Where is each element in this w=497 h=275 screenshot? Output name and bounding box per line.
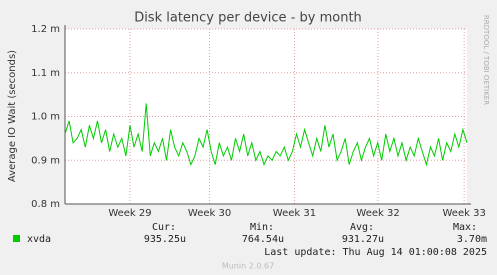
legend-label: xvda: [27, 234, 51, 245]
legend-stat-label: Max:: [453, 222, 477, 233]
legend-stat-label: Avg:: [350, 222, 374, 233]
chart-title: Disk latency per device - by month: [134, 11, 362, 26]
x-tick-label: Week 32: [356, 208, 399, 219]
line-series: [64, 103, 468, 167]
x-tick-label: Week 33: [443, 208, 486, 219]
legend-stat-value: 931.27u: [342, 234, 384, 245]
footer: Munin 2.0.67: [222, 262, 274, 271]
y-tick-label: 1.0 m: [31, 112, 60, 123]
y-tick-label: 1.2 m: [31, 24, 60, 35]
legend-stat-label: Cur:: [152, 222, 176, 233]
legend-swatch: [13, 235, 20, 242]
legend-stat-value: 935.25u: [144, 234, 186, 245]
y-tick-label: 1.1 m: [31, 68, 60, 79]
y-tick-label: 0.9 m: [31, 155, 60, 166]
legend-stat-label: Min:: [250, 222, 274, 233]
side-text: RRDTOOL / TOBI OETIKER: [482, 15, 490, 105]
last-update: Last update: Thu Aug 14 01:00:08 2025: [264, 247, 487, 258]
y-axis-label: Average IO Wait (seconds): [7, 50, 18, 182]
x-tick-label: Week 31: [273, 208, 316, 219]
legend-stat-value: 3.70m: [457, 234, 487, 245]
legend-stat-value: 764.54u: [242, 234, 284, 245]
y-tick-label: 0.8 m: [31, 199, 60, 210]
x-tick-label: Week 29: [108, 208, 151, 219]
x-tick-label: Week 30: [188, 208, 231, 219]
